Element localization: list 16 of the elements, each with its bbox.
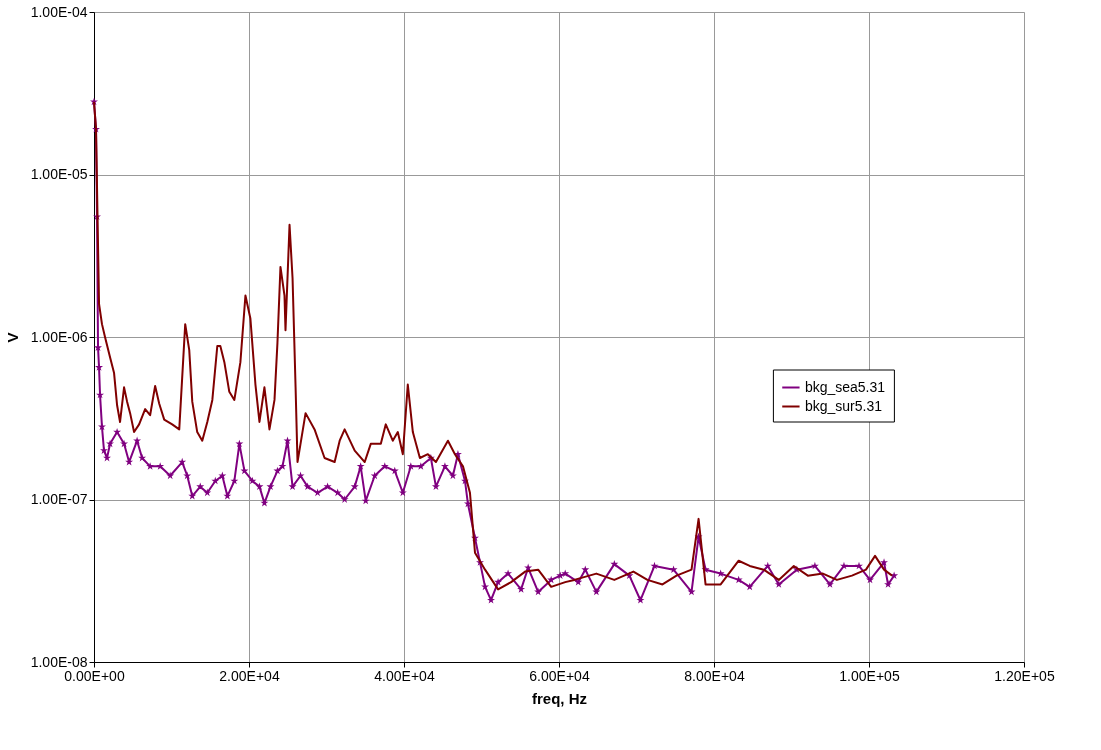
x-axis-title: freq, Hz [531, 689, 588, 707]
x-tick-label: 4.00E+04 [374, 667, 435, 684]
legend-label: bkg_sea5.31 [804, 378, 886, 395]
x-tick-label: 8.00E+04 [684, 667, 745, 684]
y-axis-title: V [3, 332, 21, 343]
x-tick-label: 1.20E+05 [994, 667, 1055, 684]
x-tick-label: 2.00E+04 [219, 667, 280, 684]
y-tick-label: 1.00E-04 [30, 3, 88, 20]
y-tick-label: 1.00E-06 [30, 328, 88, 345]
legend-label: bkg_sur5.31 [804, 397, 883, 414]
x-tick-label: 0.00E+00 [64, 667, 125, 684]
x-tick-label: 1.00E+05 [839, 667, 900, 684]
x-tick-label: 6.00E+04 [529, 667, 590, 684]
y-tick-label: 1.00E-08 [30, 653, 88, 670]
y-tick-label: 1.00E-05 [30, 166, 88, 182]
y-tick-label: 1.00E-07 [30, 491, 88, 507]
